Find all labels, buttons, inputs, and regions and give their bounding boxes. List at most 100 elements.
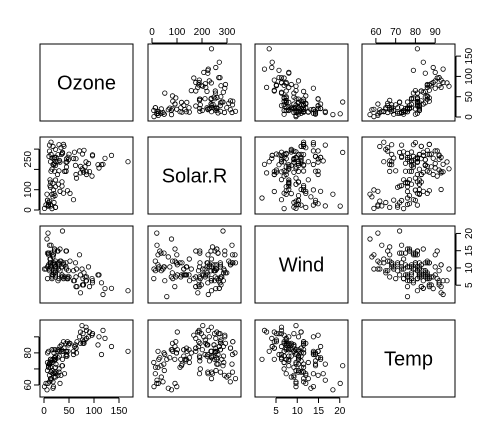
data-point: [278, 156, 285, 162]
data-point: [291, 204, 297, 210]
data-point: [232, 260, 239, 266]
data-point: [98, 280, 105, 286]
panel-frame: [254, 319, 349, 398]
data-point: [108, 343, 115, 350]
data-point: [52, 177, 59, 183]
data-point: [278, 177, 285, 183]
data-point: [278, 103, 285, 109]
data-point: [312, 358, 319, 364]
data-point: [74, 283, 80, 290]
data-point: [396, 228, 403, 234]
data-point: [295, 193, 302, 199]
data-point: [286, 179, 292, 185]
data-point: [57, 380, 63, 386]
data-point: [227, 260, 233, 266]
data-point: [293, 96, 299, 102]
data-point: [211, 278, 218, 284]
data-point: [288, 353, 294, 359]
data-point: [44, 197, 51, 203]
data-point: [387, 244, 393, 250]
data-point: [161, 361, 167, 367]
data-point: [416, 191, 422, 197]
data-point: [414, 99, 420, 106]
data-point: [151, 107, 157, 114]
data-point: [162, 90, 168, 96]
data-point: [381, 139, 387, 145]
data-point: [278, 327, 285, 333]
tick-label: 60: [370, 27, 382, 38]
data-point: [438, 169, 444, 175]
data-point: [83, 324, 89, 330]
data-point: [58, 342, 65, 348]
data-point: [151, 114, 157, 120]
data-point: [50, 356, 56, 362]
data-point: [337, 203, 343, 209]
data-point: [167, 105, 173, 111]
data-point: [208, 256, 215, 262]
data-point: [286, 99, 292, 106]
data-point: [208, 348, 214, 354]
data-point: [414, 155, 420, 162]
data-point: [269, 155, 275, 161]
data-point: [393, 275, 399, 282]
data-point: [183, 345, 190, 351]
data-point: [211, 268, 217, 274]
data-point: [271, 77, 277, 83]
data-point: [438, 290, 444, 296]
data-point: [47, 256, 54, 262]
data-point: [169, 270, 175, 276]
data-point: [385, 148, 391, 154]
data-point: [303, 93, 309, 99]
data-point: [300, 364, 307, 370]
data-point: [152, 371, 158, 377]
data-point: [298, 345, 304, 351]
data-point: [55, 181, 62, 187]
data-point: [80, 340, 86, 346]
data-point: [229, 361, 235, 367]
data-point: [80, 169, 87, 175]
tick-label: 100: [464, 68, 475, 85]
data-point: [416, 107, 422, 114]
data-point: [271, 345, 277, 351]
data-point: [221, 266, 227, 272]
data-point: [315, 159, 321, 165]
data-point: [404, 264, 411, 270]
data-point: [281, 168, 287, 174]
data-point: [408, 272, 415, 278]
data-point: [209, 244, 216, 250]
data-point: [269, 152, 275, 158]
data-point: [305, 159, 311, 165]
data-point: [229, 242, 235, 248]
data-point: [89, 152, 96, 158]
data-point: [410, 90, 416, 96]
data-point: [208, 324, 214, 330]
data-point: [79, 266, 85, 272]
tick-label: 0: [41, 406, 47, 417]
data-point: [375, 112, 381, 119]
data-point: [46, 142, 53, 148]
data-point: [174, 252, 180, 258]
data-point: [217, 369, 224, 375]
panel-Temp-vs-Temp: Temp: [361, 319, 456, 398]
panel-Ozone-vs-Solar.R: [147, 43, 242, 122]
data-point: [408, 270, 415, 276]
data-point: [281, 339, 287, 345]
data-point: [298, 160, 304, 166]
data-point: [44, 191, 50, 197]
data-point: [310, 334, 316, 340]
data-point: [406, 248, 413, 254]
data-point: [156, 264, 162, 270]
data-point: [100, 327, 106, 333]
data-point: [396, 250, 403, 256]
data-point: [56, 353, 63, 359]
data-point: [63, 348, 69, 354]
data-point: [286, 69, 292, 76]
data-point: [47, 179, 54, 185]
data-point: [164, 293, 170, 300]
data-point: [295, 353, 302, 359]
data-point: [224, 105, 230, 111]
data-point: [83, 278, 90, 284]
data-point: [195, 268, 202, 274]
data-point: [389, 151, 395, 157]
data-point: [208, 46, 215, 52]
